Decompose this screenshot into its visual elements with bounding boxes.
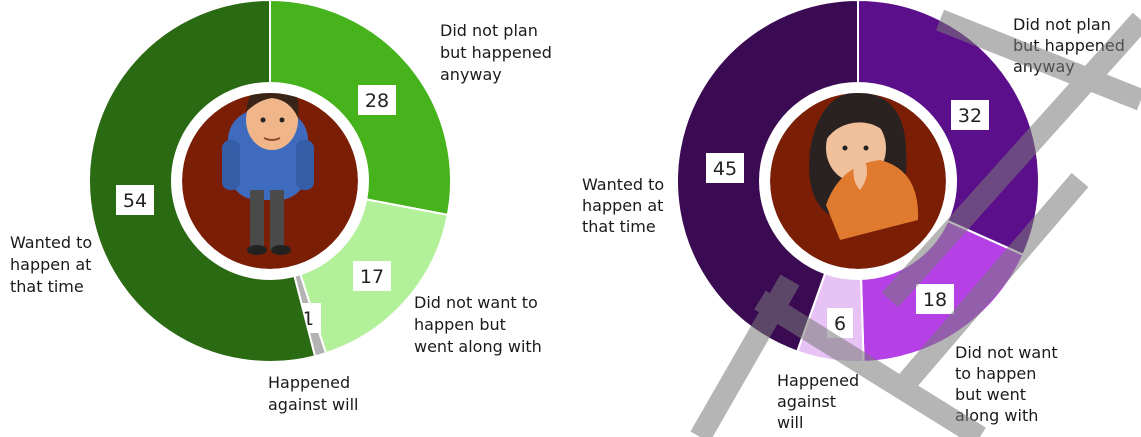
category-label-1-3-line-1: Happened (268, 373, 350, 392)
category-label-2-3-line-3: will (777, 413, 803, 432)
value-box-1-1 (358, 85, 396, 115)
category-label-2-1-line-1: Did not plan (1013, 15, 1111, 34)
value-label-2-1: 32 (958, 105, 982, 127)
category-label-2-2-line-1: Did not want (955, 343, 1058, 362)
category-label-1-4-line-2: happen at (10, 255, 91, 274)
category-label-1-1-line-2: but happened (440, 43, 552, 62)
category-label-2-3-line-1: Happened (777, 371, 859, 390)
value-box-1-2 (353, 261, 391, 291)
watermark-strokes (690, 9, 1141, 437)
category-label-1-4-line-3: that time (10, 277, 84, 296)
category-label-2-4-line-2: happen at (582, 196, 663, 215)
slice-1-4 (88, 0, 317, 363)
category-label-1-1-line-1: Did not plan (440, 21, 538, 40)
category-label-1-2-line-3: went along with (414, 337, 542, 356)
value-label-2-3: 6 (834, 313, 846, 335)
value-box-2-2 (916, 284, 954, 314)
value-label-2-2: 18 (923, 289, 947, 311)
value-box-1-4 (116, 185, 154, 215)
value-label-1-4: 54 (123, 190, 147, 212)
slice-2-4 (676, 0, 859, 353)
category-label-2-4-line-1: Wanted to (582, 175, 664, 194)
category-label-2-2-line-4: along with (955, 406, 1038, 425)
value-label-1-1: 28 (365, 90, 389, 112)
category-label-1-2-line-2: happen but (414, 315, 506, 334)
category-label-1-4-line-1: Wanted to (10, 233, 92, 252)
value-label-1-2: 17 (360, 266, 384, 288)
category-label-2-2-line-3: but went (955, 385, 1026, 404)
category-label-2-2-line-2: to happen (955, 364, 1036, 383)
man-illustration (182, 93, 358, 269)
category-label-1-2-line-1: Did not want to (414, 293, 538, 312)
value-box-2-4 (706, 153, 744, 183)
value-box-2-1 (951, 100, 989, 130)
category-label-2-4-line-3: that time (582, 217, 656, 236)
category-label-1-1-line-3: anyway (440, 65, 502, 84)
woman-illustration (770, 93, 946, 269)
value-label-2-4: 45 (713, 158, 737, 180)
category-label-2-3-line-2: against (777, 392, 836, 411)
category-label-1-3-line-2: against will (268, 395, 358, 414)
